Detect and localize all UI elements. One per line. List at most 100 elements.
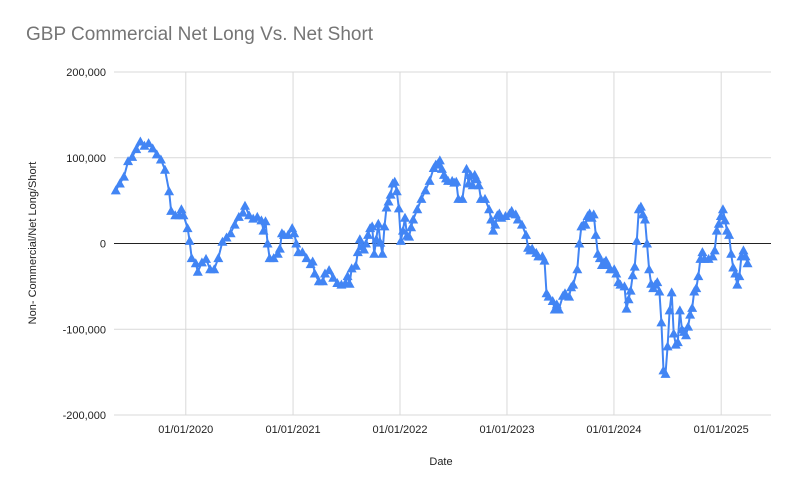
- data-point-marker: [391, 186, 402, 196]
- data-point-marker: [527, 243, 538, 253]
- data-point-marker: [738, 245, 749, 255]
- data-point-marker: [625, 285, 636, 295]
- data-point-marker: [209, 264, 220, 274]
- data-point-marker: [395, 235, 406, 245]
- data-point-marker: [732, 279, 743, 289]
- data-point-marker: [656, 317, 667, 327]
- data-point-marker: [461, 163, 472, 173]
- data-point-marker: [159, 164, 170, 174]
- data-point-marker: [681, 330, 692, 340]
- data-point-marker: [707, 251, 718, 261]
- data-point-marker: [324, 265, 335, 275]
- data-point-marker: [590, 229, 601, 239]
- data-point-marker: [666, 287, 677, 297]
- data-point-marker: [724, 229, 735, 239]
- data-point-marker: [703, 253, 714, 263]
- x-tick-label: 01/01/2025: [694, 424, 749, 436]
- data-point-marker: [687, 302, 698, 312]
- tick-labels: -200,000 -100,000 0 100,000 200,000 01/01/202…: [63, 67, 749, 436]
- data-point-marker: [572, 264, 583, 274]
- series-line: [114, 140, 749, 375]
- data-point-marker: [291, 238, 302, 248]
- data-point-marker: [594, 253, 605, 263]
- data-point-marker: [397, 225, 408, 235]
- data-point-marker: [642, 238, 653, 248]
- data-point-marker: [473, 180, 484, 190]
- data-point-marker: [623, 294, 634, 304]
- data-point-marker: [406, 222, 417, 232]
- data-point-marker: [490, 219, 501, 229]
- data-point-marker: [213, 253, 224, 263]
- data-point-marker: [399, 212, 410, 222]
- data-point-marker: [317, 276, 328, 286]
- data-point-marker: [635, 201, 646, 211]
- data-point-marker: [166, 205, 177, 215]
- data-point-marker: [354, 234, 365, 244]
- data-point-marker: [393, 203, 404, 213]
- y-tick-label: -200,000: [63, 410, 106, 422]
- data-point-marker: [182, 223, 193, 233]
- data-point-marker: [639, 214, 650, 224]
- data-point-marker: [346, 263, 357, 273]
- data-point-marker: [543, 291, 554, 301]
- data-point-marker: [683, 321, 694, 331]
- data-point-marker: [668, 328, 679, 338]
- data-point-marker: [363, 229, 374, 239]
- chart-title: GBP Commercial Net Long Vs. Net Short: [26, 24, 374, 45]
- data-point-marker: [385, 189, 396, 199]
- data-point-marker: [186, 253, 197, 263]
- data-point-marker: [258, 225, 269, 235]
- data-point-marker: [711, 225, 722, 235]
- data-point-marker: [486, 214, 497, 224]
- data-point-marker: [479, 193, 490, 203]
- data-point-marker: [358, 244, 369, 254]
- data-point-marker: [328, 272, 339, 282]
- data-point-marker: [627, 270, 638, 280]
- data-point-marker: [289, 228, 300, 238]
- data-point-marker: [580, 219, 591, 229]
- data-point-marker: [713, 218, 724, 228]
- data-point-marker: [373, 218, 384, 228]
- data-point-marker: [139, 140, 150, 150]
- data-point-marker: [131, 144, 142, 154]
- data-point-marker: [539, 255, 550, 265]
- data-point-marker: [652, 277, 663, 287]
- data-point-marker: [574, 238, 585, 248]
- data-point-marker: [660, 368, 671, 378]
- data-point-marker: [436, 163, 447, 173]
- data-point-marker: [239, 200, 250, 210]
- data-point-marker: [262, 238, 273, 248]
- y-tick-label: 200,000: [66, 67, 106, 79]
- data-point-marker: [484, 204, 495, 214]
- data-point-marker: [715, 211, 726, 221]
- data-point-marker: [457, 193, 468, 203]
- data-point-marker: [367, 221, 378, 231]
- x-tick-label: 01/01/2022: [372, 424, 427, 436]
- data-point-marker: [742, 258, 753, 268]
- data-point-marker: [383, 196, 394, 206]
- data-point-marker: [451, 176, 462, 186]
- data-point-marker: [225, 228, 236, 238]
- data-point-marker: [726, 248, 737, 258]
- data-point-marker: [389, 176, 400, 186]
- data-point-marker: [672, 337, 683, 347]
- data-point-marker: [309, 268, 320, 278]
- data-point-marker: [685, 309, 696, 319]
- data-point-marker: [151, 149, 162, 159]
- data-point-marker: [488, 225, 499, 235]
- x-tick-label: 01/01/2024: [586, 424, 641, 436]
- data-point-marker: [379, 221, 390, 231]
- data-point-marker: [416, 193, 427, 203]
- data-point-marker: [361, 238, 372, 248]
- data-point-marker: [110, 185, 121, 195]
- data-point-marker: [114, 178, 125, 188]
- y-tick-label: 100,000: [66, 153, 106, 165]
- data-point-marker: [176, 204, 187, 214]
- data-point-marker: [301, 253, 312, 263]
- data-point-marker: [611, 268, 622, 278]
- data-point-marker: [344, 278, 355, 288]
- data-point-marker: [717, 204, 728, 214]
- data-point-marker: [297, 247, 308, 257]
- data-point-marker: [728, 262, 739, 272]
- data-point-marker: [164, 186, 175, 196]
